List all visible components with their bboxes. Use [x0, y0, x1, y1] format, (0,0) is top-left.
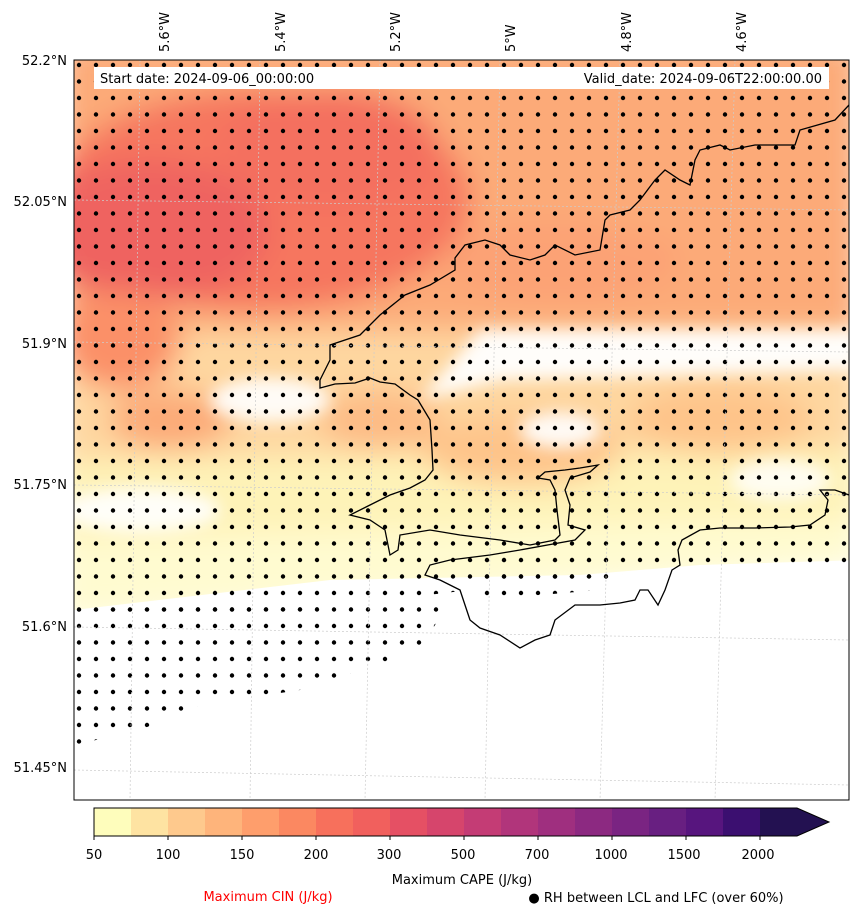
cin-legend-label: Maximum CIN (J/kg) [203, 890, 332, 905]
lon-label: 5.4°W [274, 12, 289, 52]
lon-label: 4.8°W [620, 12, 635, 52]
colorbar-swatch [612, 808, 650, 836]
colorbar-swatch [464, 808, 502, 836]
colorbar-swatch [131, 808, 169, 836]
colorbar-swatch [279, 808, 317, 836]
colorbar-swatch [723, 808, 761, 836]
lat-label: 52.05°N [14, 195, 67, 210]
colorbar-tick: 200 [304, 848, 329, 863]
colorbar-swatch [242, 808, 280, 836]
colorbar-swatch [760, 808, 798, 836]
colorbar-swatch [538, 808, 576, 836]
colorbar-swatch [649, 808, 687, 836]
lat-label: 51.75°N [14, 478, 67, 493]
lon-label: 5°W [504, 24, 519, 52]
cape-field [74, 60, 849, 800]
colorbar [93, 807, 831, 840]
start-date-label: Start date: 2024-09-06_00:00:00 [100, 72, 314, 87]
graticule [74, 60, 849, 800]
colorbar-swatch [686, 808, 724, 836]
lat-label: 51.9°N [22, 337, 67, 352]
lon-label: 5.2°W [389, 12, 404, 52]
colorbar-tick-labels: 50 100 150 200 300 500 700 1000 1500 200… [86, 848, 775, 863]
colorbar-swatch [575, 808, 613, 836]
colorbar-tick: 300 [377, 848, 402, 863]
colorbar-tick: 100 [156, 848, 181, 863]
colorbar-tick: 2000 [741, 848, 774, 863]
colorbar-tick: 50 [86, 848, 103, 863]
colorbar-tick: 150 [230, 848, 255, 863]
colorbar-swatch [94, 808, 132, 836]
colorbar-swatch [205, 808, 243, 836]
colorbar-swatch [501, 808, 539, 836]
colorbar-swatch [427, 808, 465, 836]
rh-stipple [74, 60, 849, 745]
lon-label: 4.6°W [735, 12, 750, 52]
colorbar-swatch [390, 808, 428, 836]
lat-label: 52.2°N [22, 54, 67, 69]
map-frame [73, 59, 850, 801]
rh-legend-label: ● RH between LCL and LFC (over 60%) [528, 891, 783, 906]
colorbar-swatch [353, 808, 391, 836]
colorbar-outline [93, 807, 831, 837]
lat-label: 51.6°N [22, 620, 67, 635]
valid-date-label: Valid_date: 2024-09-06T22:00:00.00 [584, 72, 822, 87]
latitude-labels: 52.2°N 52.05°N 51.9°N 51.75°N 51.6°N 51.… [14, 54, 67, 776]
colorbar-swatch [168, 808, 206, 836]
date-banner [94, 67, 829, 89]
colorbar-tick: 1000 [594, 848, 627, 863]
colorbar-title: Maximum CAPE (J/kg) [392, 873, 532, 888]
colorbar-extend-arrow [797, 808, 829, 836]
colorbar-tick: 1500 [667, 848, 700, 863]
lat-label: 51.45°N [14, 761, 67, 776]
lon-label: 5.6°W [158, 12, 173, 52]
colorbar-swatch [316, 808, 354, 836]
longitude-labels: 5.6°W 5.4°W 5.2°W 5°W 4.8°W 4.6°W [158, 12, 750, 52]
colorbar-tick: 700 [525, 848, 550, 863]
colorbar-tick: 500 [451, 848, 476, 863]
coastline [319, 104, 849, 649]
